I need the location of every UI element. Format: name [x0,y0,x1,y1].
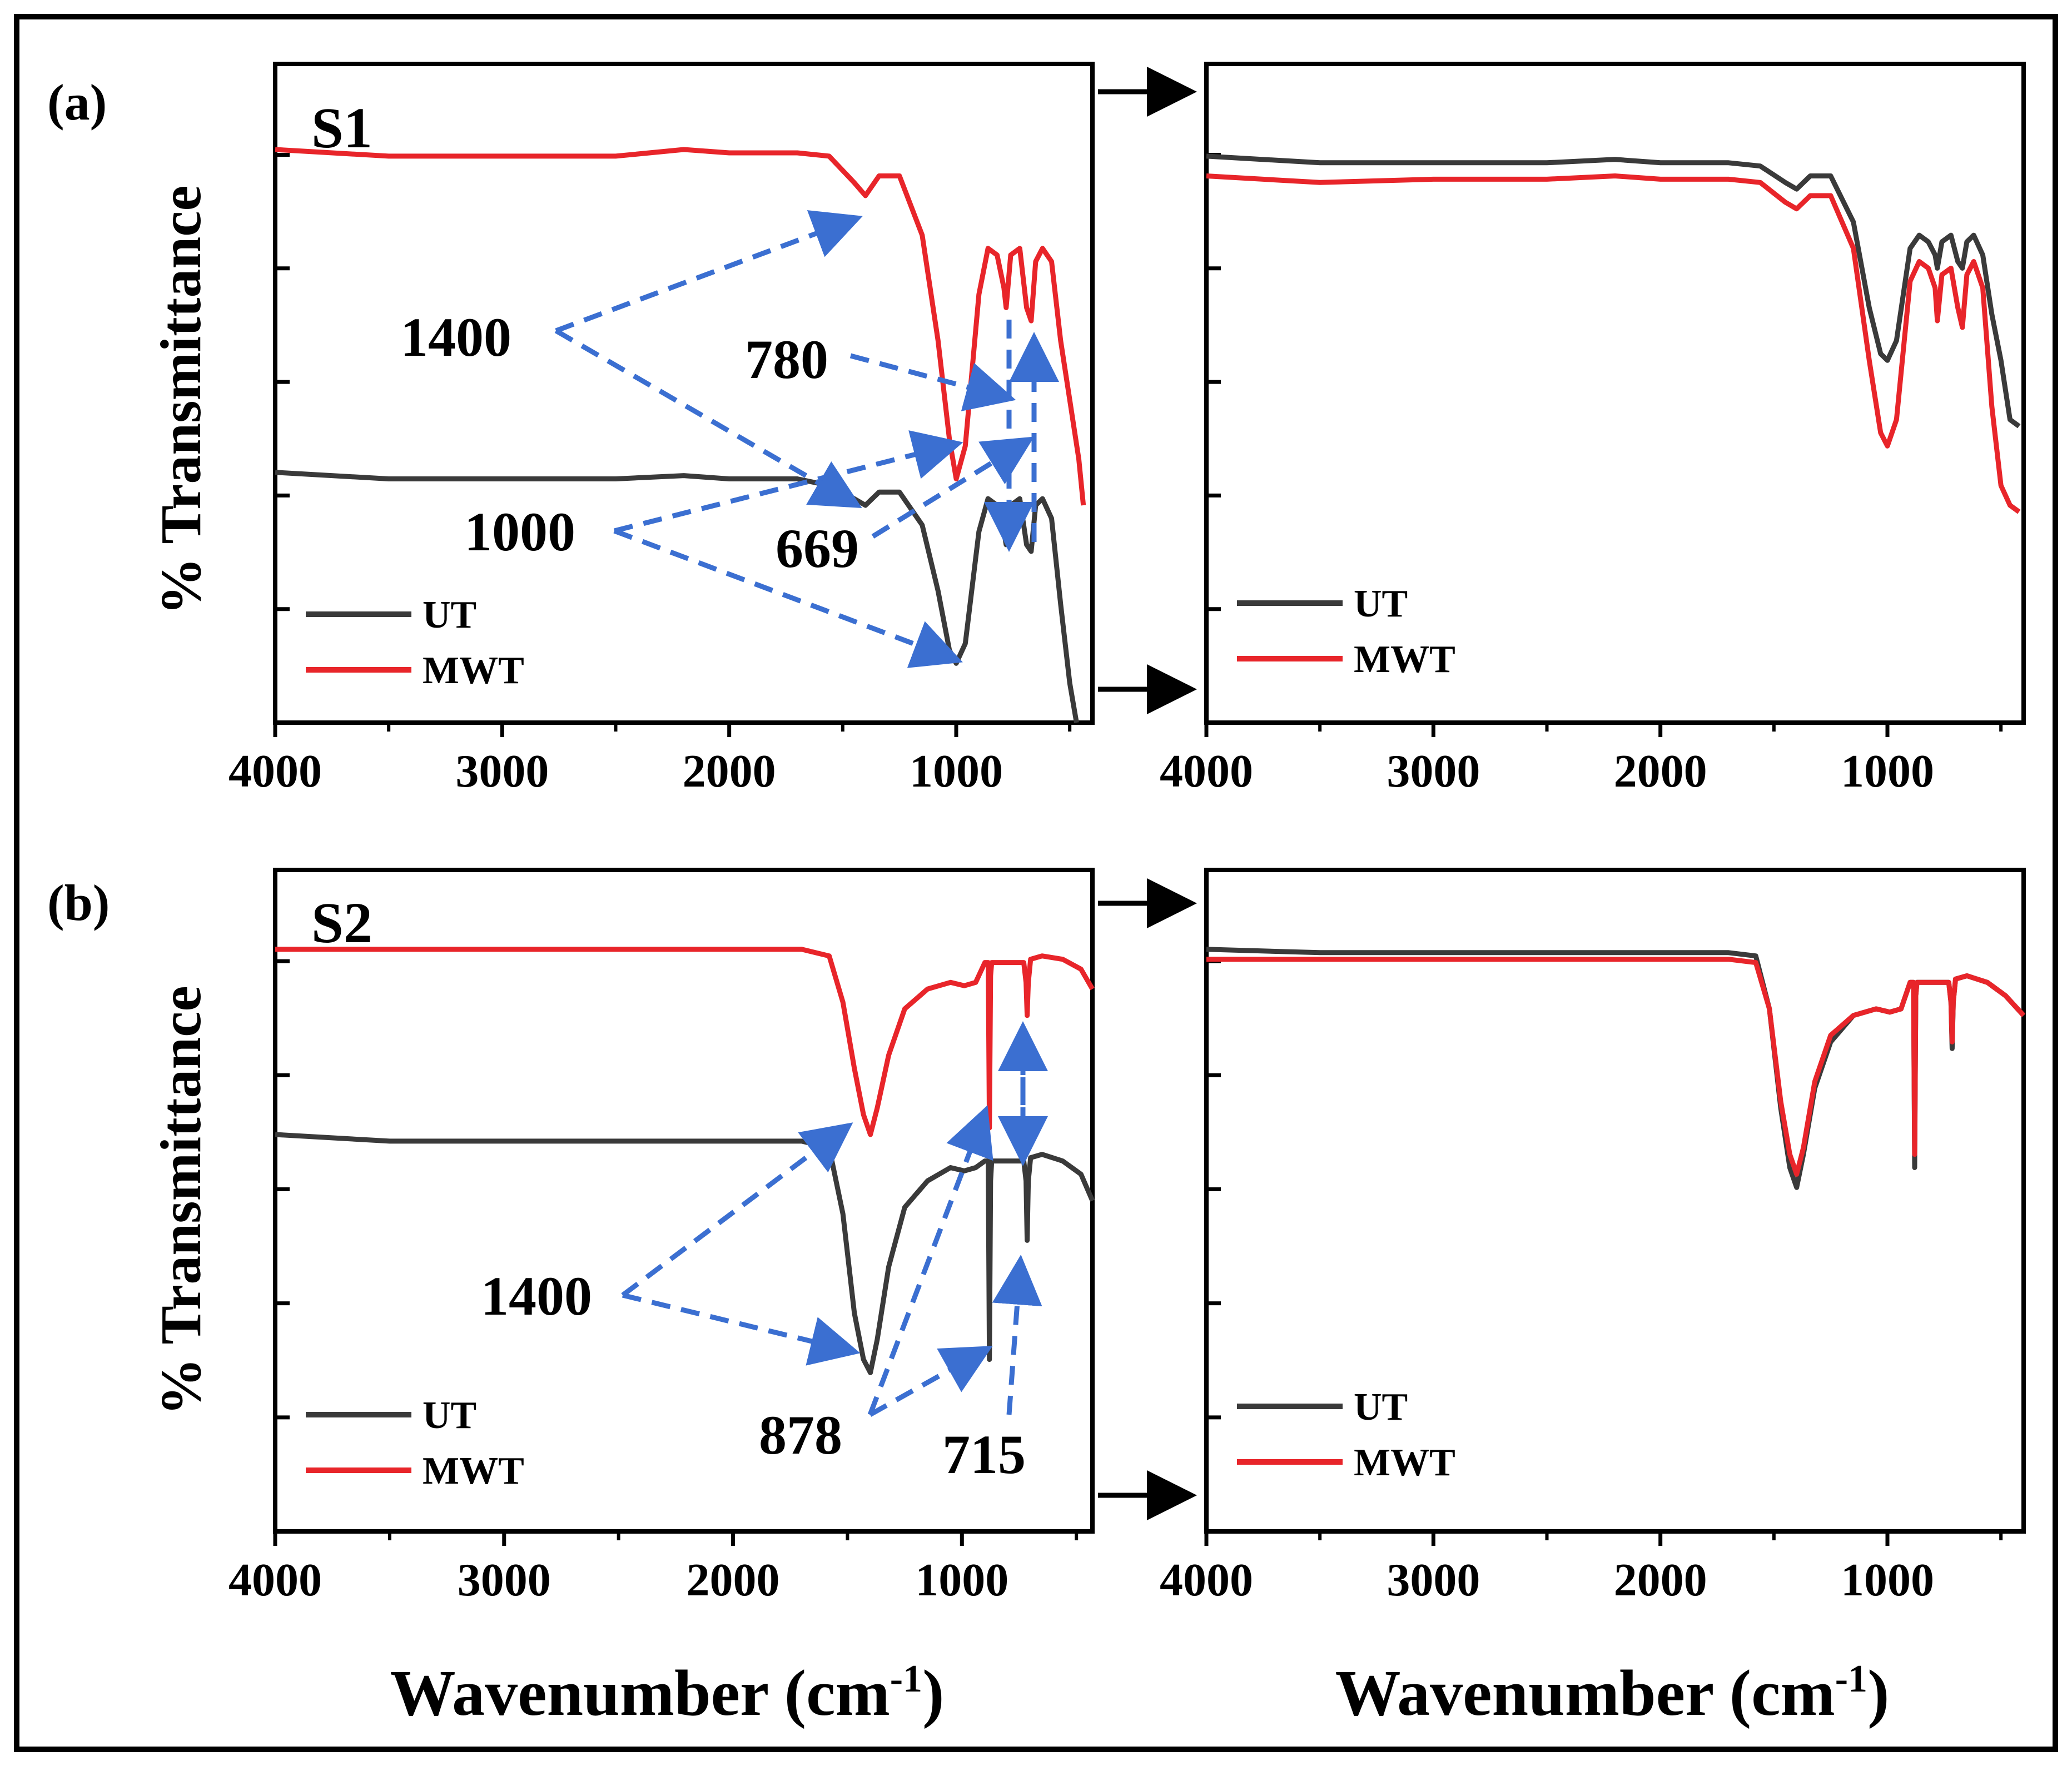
panel-title-s2: S2 [311,891,372,955]
ann-label-878: 878 [759,1404,842,1466]
x-tick-label: 2000 [683,745,776,797]
plot-panel-b-right: 4000 3000 2000 1000 UT MWT [1160,868,2026,1606]
plot-panel-b-left: 4000 3000 2000 1000 UT MWT [228,868,1095,1606]
ann-arrow-1000-ut [613,528,963,668]
x-tick-label: 1000 [915,1554,1008,1606]
ann-arrow-1400-b-ut [622,1292,861,1366]
plot-panel-a-left: 4000 3000 2000 1000 UT MWT [228,62,1095,797]
x-tick-label: 2000 [1614,1554,1707,1606]
plot-frame [1204,62,2026,725]
ann-arrow-780-mwt [849,353,1016,411]
panel-label-b: (b) [47,874,110,931]
series-line-mwt [275,147,1086,506]
ann-label-1000: 1000 [464,501,575,563]
x-tick-label: 4000 [228,745,322,797]
xlabel-left-sup: -1 [890,1658,922,1700]
x-tick-label: 1000 [1841,745,1934,797]
x-tick-label: 4000 [1160,745,1253,797]
legend-label-mwt: MWT [423,1450,524,1493]
legend-label-mwt: MWT [1354,1441,1455,1484]
xlabel-right-close: ) [1867,1656,1889,1729]
outer-frame [14,14,2058,1752]
xlabel-left: Wavenumber (cm-1) [390,1656,945,1729]
ann-label-1400-b: 1400 [481,1265,592,1327]
legend-label-mwt: MWT [423,649,524,692]
legend-label-mwt: MWT [1354,638,1455,681]
x-tick-label: 3000 [1387,1554,1480,1606]
legend-label-ut: UT [423,1394,476,1437]
series-line-mwt [275,947,1095,1137]
series-line-mwt [1206,173,2021,514]
x-tick-label: 4000 [228,1554,322,1606]
x-tick-label: 2000 [687,1554,780,1606]
ann-label-780: 780 [745,329,828,390]
x-tick-label: 3000 [455,745,549,797]
ann-arrow-1400-mwt [555,210,863,334]
ylabel-row-a: % Transmittance [149,185,213,615]
x-tick-label: 3000 [1387,745,1480,797]
xlabel-right-main: Wavenumber (cm [1335,1656,1835,1729]
plot-frame [1204,868,2026,1534]
legend-label-ut: UT [1354,583,1408,625]
series-line-ut [1206,153,2021,429]
ann-label-1400-a: 1400 [400,306,511,368]
ann-label-715: 715 [942,1424,1026,1485]
ann-label-669: 669 [776,518,859,579]
series-line-mwt [1206,957,2026,1177]
ann-arrow-715-ut [992,1255,1042,1415]
x-tick-label: 1000 [1841,1554,1934,1606]
x-tick-label: 1000 [910,745,1003,797]
ann-arrow-1400-ut [554,329,862,509]
series-line-ut [275,1132,1095,1375]
xlabel-right: Wavenumber (cm-1) [1335,1656,1890,1729]
ylabel-row-b: % Transmittance [149,986,213,1415]
plot-panel-a-right: 4000 3000 2000 1000 UT MWT [1160,62,2026,797]
xlabel-left-close: ) [922,1656,944,1729]
xlabel-right-sup: -1 [1835,1658,1867,1700]
xlabel-left-main: Wavenumber (cm [390,1656,890,1729]
panel-label-a: (a) [47,74,107,131]
annotations-row-b [621,1021,1048,1417]
panel-title-s1: S1 [311,96,372,160]
ann-arrow-878-ut [868,1346,993,1417]
x-tick-label: 3000 [458,1554,551,1606]
x-tick-label: 2000 [1614,745,1707,797]
x-tick-label: 4000 [1160,1554,1253,1606]
annotations-row-a [554,210,1059,668]
plot-frame [273,62,1095,725]
legend-label-ut: UT [1354,1386,1408,1429]
legend-label-ut: UT [423,594,476,636]
ann-arrow-1400-b-mwt [621,1122,853,1297]
ann-arrow-878-mwt [867,1105,993,1416]
